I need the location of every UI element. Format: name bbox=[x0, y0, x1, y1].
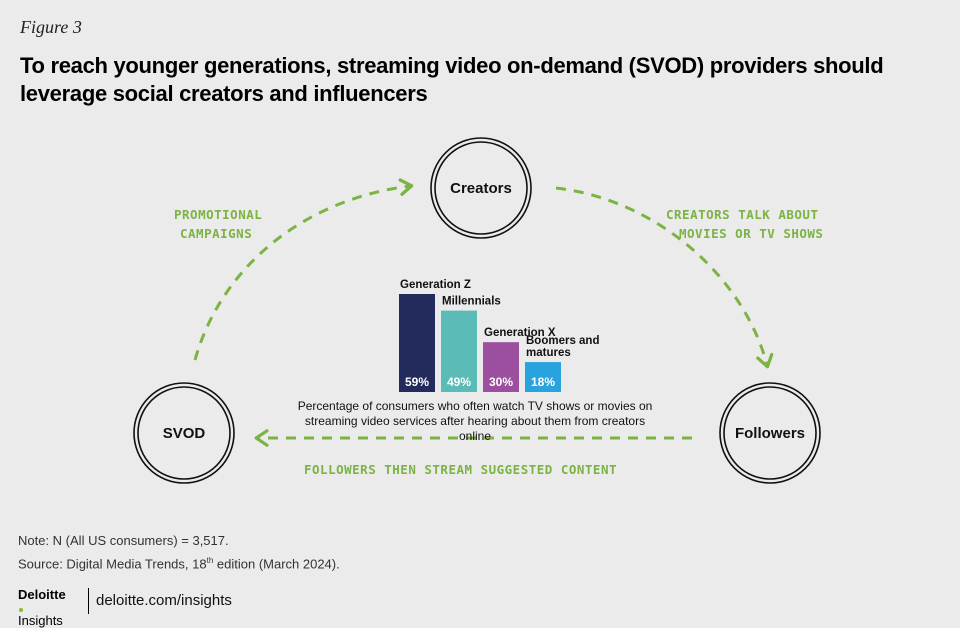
bar-category-label: Generation X bbox=[484, 327, 556, 339]
node-label-svod: SVOD bbox=[163, 425, 206, 442]
flow-label-promotional-1: PROMOTIONAL bbox=[174, 207, 262, 222]
bar-category-label: Millennials bbox=[442, 296, 501, 308]
flow-label-promotional-2: CAMPAIGNS bbox=[180, 226, 252, 241]
notes: Note: N (All US consumers) = 3,517. Sour… bbox=[18, 531, 340, 574]
bar-value-label: 49% bbox=[447, 375, 471, 389]
flow-label-creators-talk-2: MOVIES OR TV SHOWS bbox=[679, 226, 823, 241]
bar-generation-x bbox=[483, 342, 519, 392]
bar-millennials bbox=[441, 310, 477, 392]
brand-name: Deloitte bbox=[18, 587, 66, 602]
brand-dot-icon bbox=[19, 608, 23, 612]
figure-label: Figure 3 bbox=[20, 17, 82, 37]
figure-title: To reach younger generations, streaming … bbox=[20, 53, 884, 106]
arrow-creators-to-followers bbox=[555, 186, 774, 369]
footer-url[interactable]: deloitte.com/insights bbox=[96, 592, 232, 609]
bar-category-label: Boomers and bbox=[526, 335, 600, 347]
bar-value-label: 59% bbox=[405, 375, 429, 389]
bar-value-label: 18% bbox=[531, 375, 555, 389]
flow-label-creators-talk-1: CREATORS TALK ABOUT bbox=[666, 207, 819, 222]
source-text: Source: Digital Media Trends, 18th editi… bbox=[18, 556, 340, 572]
bar-chart: 59% Generation Z 49% Millennials 30% Generati… bbox=[399, 279, 600, 392]
bar-category-label: Generation Z bbox=[400, 279, 471, 291]
arrow-svod-to-creators bbox=[193, 178, 414, 361]
bar-generation-z bbox=[399, 294, 435, 392]
node-label-followers: Followers bbox=[735, 425, 805, 442]
brand-sub: Insights bbox=[18, 613, 63, 628]
bar-boomers-and-matures bbox=[525, 362, 561, 392]
flow-label-followers-stream: FOLLOWERS THEN STREAM SUGGESTED CONTENT bbox=[304, 462, 617, 477]
note-text: Note: N (All US consumers) = 3,517. bbox=[18, 533, 229, 548]
deloitte-insights-logo: Deloitte Insights bbox=[18, 588, 66, 627]
node-followers: Followers bbox=[719, 382, 821, 484]
footer-divider bbox=[88, 588, 89, 614]
node-label-creators: Creators bbox=[450, 180, 512, 197]
chart-caption: Percentage of consumers who often watch … bbox=[297, 399, 653, 443]
bar-category-label: matures bbox=[526, 347, 571, 359]
node-svod: SVOD bbox=[133, 382, 235, 484]
bar-value-label: 30% bbox=[489, 375, 513, 389]
node-creators: Creators bbox=[430, 137, 532, 239]
